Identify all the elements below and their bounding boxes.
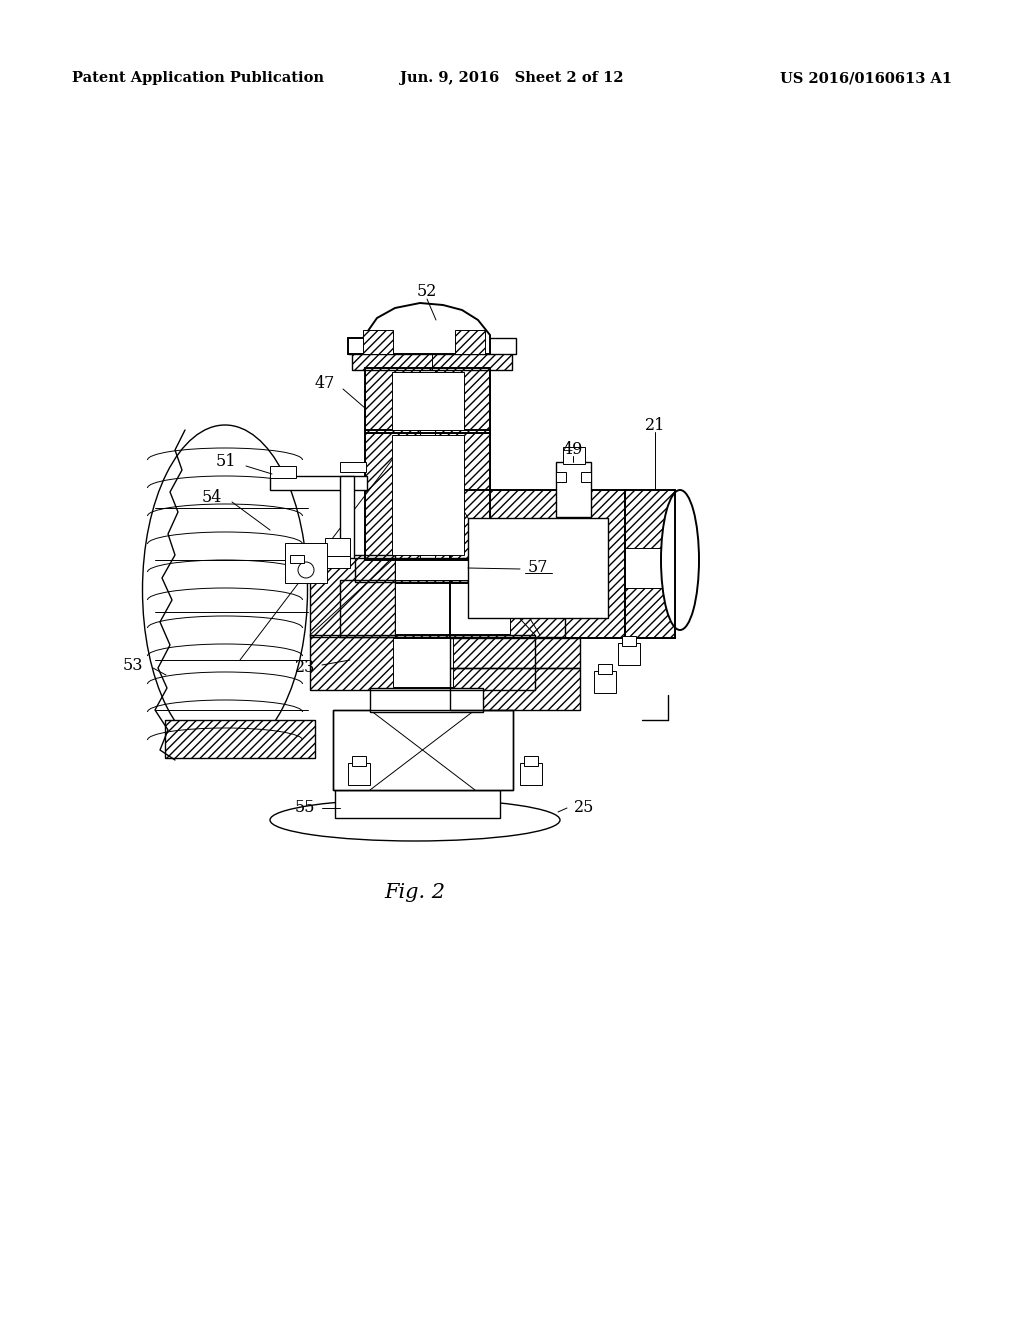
Bar xyxy=(165,719,315,758)
Bar xyxy=(625,587,675,638)
Bar xyxy=(370,688,426,711)
Bar xyxy=(622,636,636,645)
Bar xyxy=(290,554,304,564)
Bar xyxy=(352,756,366,766)
Bar xyxy=(355,558,510,582)
Bar xyxy=(392,436,464,554)
Bar xyxy=(310,554,395,638)
Bar xyxy=(556,473,566,482)
Text: 53: 53 xyxy=(123,656,143,673)
Text: 52: 52 xyxy=(417,284,437,301)
Bar xyxy=(395,560,470,579)
Text: 23: 23 xyxy=(295,660,315,676)
Bar xyxy=(333,710,513,789)
Bar xyxy=(165,719,315,758)
Bar xyxy=(581,473,591,482)
Text: 54: 54 xyxy=(202,490,222,507)
Bar xyxy=(335,789,500,818)
Bar xyxy=(450,668,580,710)
Text: 25: 25 xyxy=(573,800,594,817)
Polygon shape xyxy=(348,304,490,354)
Bar xyxy=(355,558,510,582)
Text: 49: 49 xyxy=(563,441,584,458)
Bar xyxy=(594,671,616,693)
Bar xyxy=(348,763,370,785)
Bar xyxy=(340,462,366,473)
Bar xyxy=(455,330,485,354)
Bar xyxy=(393,638,453,686)
Bar xyxy=(270,477,367,490)
Bar xyxy=(333,710,513,789)
Bar xyxy=(333,710,513,789)
Bar xyxy=(450,635,535,690)
Bar xyxy=(556,462,591,517)
Bar xyxy=(310,635,395,690)
Bar xyxy=(450,638,580,668)
Bar xyxy=(325,556,350,568)
Bar xyxy=(340,477,354,558)
Bar xyxy=(435,368,490,433)
Text: 57: 57 xyxy=(527,560,548,577)
Bar xyxy=(310,554,395,638)
Bar xyxy=(340,579,565,638)
Bar xyxy=(524,756,538,766)
Bar xyxy=(520,763,542,785)
Text: Jun. 9, 2016   Sheet 2 of 12: Jun. 9, 2016 Sheet 2 of 12 xyxy=(400,71,624,84)
Bar xyxy=(625,490,675,638)
Ellipse shape xyxy=(142,425,307,755)
Text: 21: 21 xyxy=(645,417,666,433)
Bar xyxy=(340,579,565,638)
Bar xyxy=(325,539,350,556)
Bar xyxy=(432,352,512,370)
Bar xyxy=(270,466,296,478)
Bar xyxy=(450,490,625,638)
Bar xyxy=(310,635,535,690)
Bar xyxy=(395,583,510,634)
Circle shape xyxy=(298,562,314,578)
Bar xyxy=(335,789,500,818)
Text: 55: 55 xyxy=(295,800,315,817)
Bar xyxy=(348,338,516,354)
Bar xyxy=(285,543,327,583)
Bar xyxy=(352,352,512,370)
Bar xyxy=(365,430,490,560)
Bar xyxy=(625,490,675,548)
Bar xyxy=(365,430,420,560)
Bar xyxy=(362,330,393,354)
Ellipse shape xyxy=(270,799,560,841)
Bar xyxy=(392,372,464,430)
Bar xyxy=(618,643,640,665)
Bar xyxy=(450,668,580,710)
Bar xyxy=(426,688,483,711)
Text: Fig. 2: Fig. 2 xyxy=(384,883,445,903)
Bar xyxy=(450,638,580,668)
Ellipse shape xyxy=(662,490,699,630)
Text: 47: 47 xyxy=(314,375,335,392)
Bar xyxy=(598,664,612,675)
Bar xyxy=(435,430,490,560)
Bar xyxy=(365,368,490,433)
Text: 51: 51 xyxy=(216,454,237,470)
Bar xyxy=(352,352,432,370)
Bar xyxy=(468,517,608,618)
Bar xyxy=(365,368,420,433)
Bar xyxy=(563,447,585,465)
Text: Patent Application Publication: Patent Application Publication xyxy=(72,71,324,84)
Bar xyxy=(370,688,483,711)
Text: US 2016/0160613 A1: US 2016/0160613 A1 xyxy=(780,71,952,84)
Bar xyxy=(450,490,625,638)
